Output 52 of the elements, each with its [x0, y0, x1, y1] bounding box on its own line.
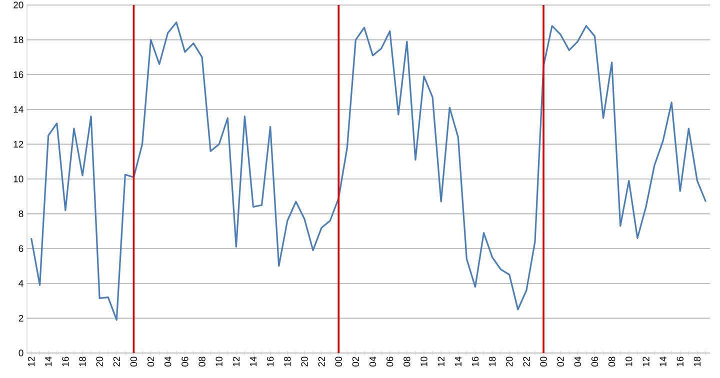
- x-tick-label: 22: [523, 356, 530, 366]
- x-tick-label: 18: [79, 356, 86, 366]
- x-tick-label: 16: [676, 356, 684, 366]
- x-tick-label: 10: [420, 356, 428, 366]
- x-tick-label: 20: [96, 356, 103, 366]
- x-tick-label: 00: [335, 356, 342, 367]
- x-tick-label: 00: [130, 356, 138, 367]
- line-series: [30, 22, 707, 321]
- y-tick-label: 10: [14, 176, 24, 182]
- x-tick-label: 16: [62, 356, 69, 366]
- x-tick-label: 08: [198, 356, 206, 367]
- x-tick-label: 04: [574, 356, 582, 367]
- x-tick-label: 12: [232, 356, 240, 366]
- x-tick-label: 18: [488, 356, 496, 366]
- y-tick-label: 20: [14, 2, 24, 8]
- x-tick-label: 06: [386, 356, 394, 367]
- x-tick-label: 02: [147, 356, 154, 367]
- x-tick-label: 12: [28, 356, 35, 366]
- y-tick-label: 16: [14, 71, 24, 78]
- x-tick-label: 02: [352, 356, 360, 367]
- x-tick-label: 04: [164, 356, 172, 367]
- x-tick-label: 06: [591, 356, 598, 367]
- x-tick-label: 22: [113, 356, 120, 366]
- x-tick-label: 12: [642, 356, 650, 366]
- x-tick-label: 16: [266, 356, 274, 366]
- y-tick-label: 12: [14, 140, 24, 148]
- x-tick-label: 08: [404, 356, 410, 367]
- y-tick-label: 2: [18, 314, 24, 322]
- x-tick-label: 04: [369, 356, 376, 367]
- x-tick-label: 14: [250, 356, 256, 366]
- x-tick-label: 20: [506, 356, 513, 366]
- x-tick-label: 14: [45, 356, 52, 366]
- x-tick-label: 20: [301, 356, 308, 366]
- x-tick-label: 08: [608, 356, 616, 367]
- y-tick-label: 14: [14, 106, 24, 113]
- x-tick-label: 18: [694, 356, 701, 366]
- x-tick-label: 02: [557, 356, 564, 367]
- y-tick-label: 0: [18, 350, 24, 356]
- x-tick-label: 12: [438, 356, 444, 366]
- x-tick-label: 14: [454, 356, 462, 366]
- x-tick-label: 14: [660, 356, 666, 366]
- y-tick-label: 8: [18, 210, 24, 218]
- x-tick-label: 06: [182, 356, 188, 367]
- x-tick-label: 16: [472, 356, 479, 366]
- y-tick-label: 18: [14, 36, 24, 44]
- y-tick-label: 4: [18, 280, 24, 287]
- x-tick-label: 18: [284, 356, 291, 366]
- x-tick-label: 10: [626, 356, 632, 366]
- y-tick-label: 6: [18, 245, 24, 252]
- x-tick-label: 00: [540, 356, 547, 367]
- x-tick-label: 10: [216, 356, 222, 366]
- x-tick-label: 22: [318, 356, 325, 366]
